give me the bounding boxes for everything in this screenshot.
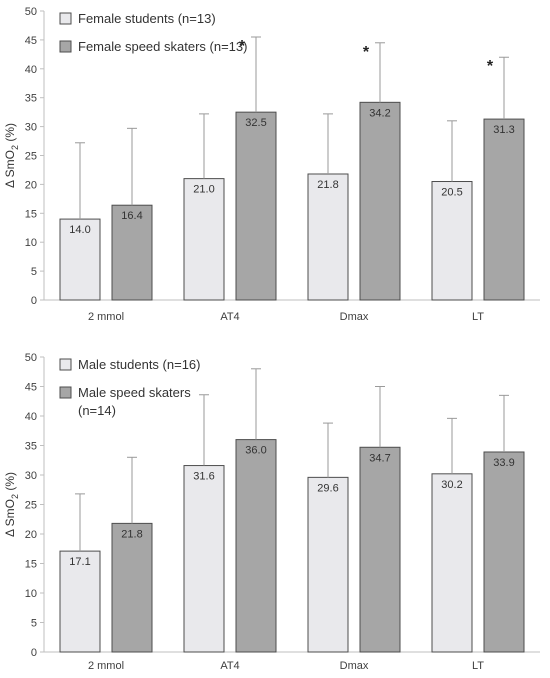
legend-swatch <box>59 386 72 399</box>
y-tick-label: 25 <box>25 151 37 163</box>
x-category-label: LT <box>472 660 484 672</box>
bar <box>183 465 225 653</box>
legend-swatch <box>59 358 72 371</box>
y-tick-label: 15 <box>25 559 37 571</box>
chart-2: 0 5 10 15 20 25 30 35 40 45 50 Δ SmO2 (%) 2 mmol 17.1… <box>3 352 540 672</box>
bar <box>183 178 225 301</box>
x-category-label: LT <box>472 311 484 323</box>
y-axis-label: Δ SmO2 (%) <box>3 472 20 537</box>
bar <box>59 218 101 301</box>
y-tick-label: 0 <box>31 647 37 659</box>
data-label: 36.0 <box>245 445 266 457</box>
bar <box>483 451 525 653</box>
bar <box>359 101 401 301</box>
data-label: 31.3 <box>493 124 514 136</box>
y-tick-label: 30 <box>25 470 37 482</box>
x-category-label: Dmax <box>340 660 369 672</box>
significance-marker: * <box>239 38 246 55</box>
data-label: 20.5 <box>441 187 462 199</box>
significance-marker: * <box>487 58 494 75</box>
data-label: 32.5 <box>245 117 266 129</box>
legend-swatch <box>59 12 72 25</box>
y-axis-label-subscript: 2 <box>10 145 20 150</box>
y-tick-label: 40 <box>25 64 37 76</box>
bar <box>235 111 277 301</box>
x-category-label: 2 mmol <box>88 660 124 672</box>
y-tick-label: 50 <box>25 352 37 364</box>
data-label: 33.9 <box>493 457 514 469</box>
data-label: 21.8 <box>317 179 338 191</box>
x-category-label: 2 mmol <box>88 311 124 323</box>
x-category-label: Dmax <box>340 311 369 323</box>
bar <box>431 181 473 301</box>
bar <box>307 476 349 653</box>
y-axis-label-unit: (%) <box>3 472 17 494</box>
y-tick-label: 15 <box>25 208 37 220</box>
y-tick-label: 5 <box>31 266 37 278</box>
legend-label: (n=14) <box>78 403 116 418</box>
legend-label: Male students (n=16) <box>78 357 200 372</box>
data-label: 21.0 <box>193 184 214 196</box>
data-label: 14.0 <box>69 224 90 236</box>
bar <box>359 446 401 653</box>
bar <box>111 204 153 301</box>
y-tick-label: 50 <box>25 6 37 18</box>
significance-marker: * <box>363 44 370 61</box>
y-tick-label: 35 <box>25 93 37 105</box>
y-axis-label: Δ SmO2 (%) <box>3 123 20 188</box>
y-tick-label: 45 <box>25 382 37 394</box>
y-tick-label: 0 <box>31 295 37 307</box>
bar <box>111 522 153 653</box>
bar <box>235 439 277 653</box>
y-tick-label: 40 <box>25 411 37 423</box>
legend-label: Male speed skaters <box>78 385 191 400</box>
data-label: 30.2 <box>441 479 462 491</box>
y-axis-label-unit: (%) <box>3 123 17 145</box>
data-label: 31.6 <box>193 471 214 483</box>
y-axis-label-main: Δ SmO <box>3 499 17 537</box>
y-axis-label-main: Δ SmO <box>3 150 17 188</box>
data-label: 34.2 <box>369 107 390 119</box>
y-tick-label: 10 <box>25 588 37 600</box>
bar <box>431 473 473 653</box>
y-tick-label: 5 <box>31 618 37 630</box>
legend-label: Female students (n=13) <box>78 11 216 26</box>
data-label: 16.4 <box>121 210 142 222</box>
y-tick-label: 35 <box>25 441 37 453</box>
data-label: 34.7 <box>369 452 390 464</box>
y-tick-label: 25 <box>25 500 37 512</box>
y-tick-label: 20 <box>25 529 37 541</box>
y-tick-label: 20 <box>25 179 37 191</box>
y-tick-label: 30 <box>25 122 37 134</box>
bar <box>483 118 525 301</box>
y-axis-label-subscript: 2 <box>10 494 20 499</box>
data-label: 21.8 <box>121 528 142 540</box>
x-category-label: AT4 <box>220 311 239 323</box>
x-category-label: AT4 <box>220 660 239 672</box>
legend-swatch <box>59 40 72 53</box>
data-label: 17.1 <box>69 556 90 568</box>
y-tick-label: 45 <box>25 35 37 47</box>
y-tick-label: 10 <box>25 237 37 249</box>
data-label: 29.6 <box>317 482 338 494</box>
legend-label: Female speed skaters (n=13) <box>78 39 247 54</box>
chart-1: 0 5 10 15 20 25 30 35 40 45 50 Δ SmO2 (%) 2 mmol 14.0… <box>3 6 540 323</box>
bar <box>307 173 349 301</box>
bar <box>59 550 101 653</box>
